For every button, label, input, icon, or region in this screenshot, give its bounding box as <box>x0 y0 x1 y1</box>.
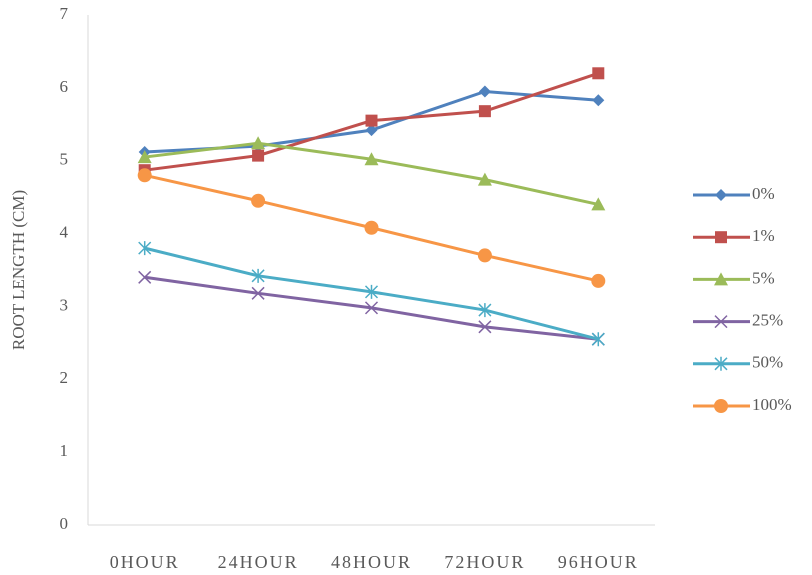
marker <box>365 124 378 137</box>
x-tick-label: 72HOUR <box>444 552 525 572</box>
legend-label: 0% <box>752 184 775 203</box>
marker <box>365 114 378 127</box>
marker <box>364 220 379 235</box>
marker <box>714 315 728 329</box>
marker <box>591 273 606 288</box>
marker <box>251 268 265 283</box>
y-tick-label: 4 <box>60 222 69 241</box>
y-tick-label: 0 <box>60 514 69 533</box>
marker <box>251 286 265 300</box>
marker <box>364 284 379 299</box>
x-tick-label: 24HOUR <box>218 552 299 572</box>
marker <box>364 152 379 166</box>
legend-label: 100% <box>752 395 792 414</box>
marker <box>715 189 727 201</box>
marker <box>138 241 152 256</box>
x-tick-label: 0HOUR <box>110 552 180 572</box>
y-tick-label: 5 <box>60 150 69 169</box>
legend-label: 25% <box>752 311 783 330</box>
marker <box>252 149 265 162</box>
marker <box>592 94 605 107</box>
marker <box>477 248 492 263</box>
y-axis-label: ROOT LENGTH (CM) <box>9 190 28 350</box>
y-tick-label: 6 <box>60 77 69 96</box>
marker <box>478 320 492 334</box>
marker <box>591 197 606 211</box>
marker <box>715 231 727 244</box>
marker <box>137 168 152 183</box>
marker <box>364 301 379 315</box>
marker <box>477 172 492 186</box>
marker <box>714 399 728 413</box>
marker <box>714 356 728 371</box>
x-tick-label: 96HOUR <box>558 552 639 572</box>
marker <box>714 272 728 286</box>
marker <box>592 67 605 80</box>
y-tick-label: 7 <box>60 4 69 23</box>
legend-label: 1% <box>752 226 775 245</box>
y-tick-label: 3 <box>60 295 69 314</box>
marker <box>478 85 491 98</box>
marker <box>137 150 152 164</box>
y-tick-label: 2 <box>60 368 69 387</box>
marker <box>591 332 605 347</box>
marker <box>251 136 266 150</box>
legend-label: 5% <box>752 268 775 287</box>
marker <box>478 303 492 318</box>
marker <box>138 270 152 284</box>
x-tick-label: 48HOUR <box>331 552 412 572</box>
legend-label: 50% <box>752 353 783 372</box>
marker <box>251 193 266 208</box>
marker <box>478 105 491 118</box>
y-tick-label: 1 <box>60 441 69 460</box>
